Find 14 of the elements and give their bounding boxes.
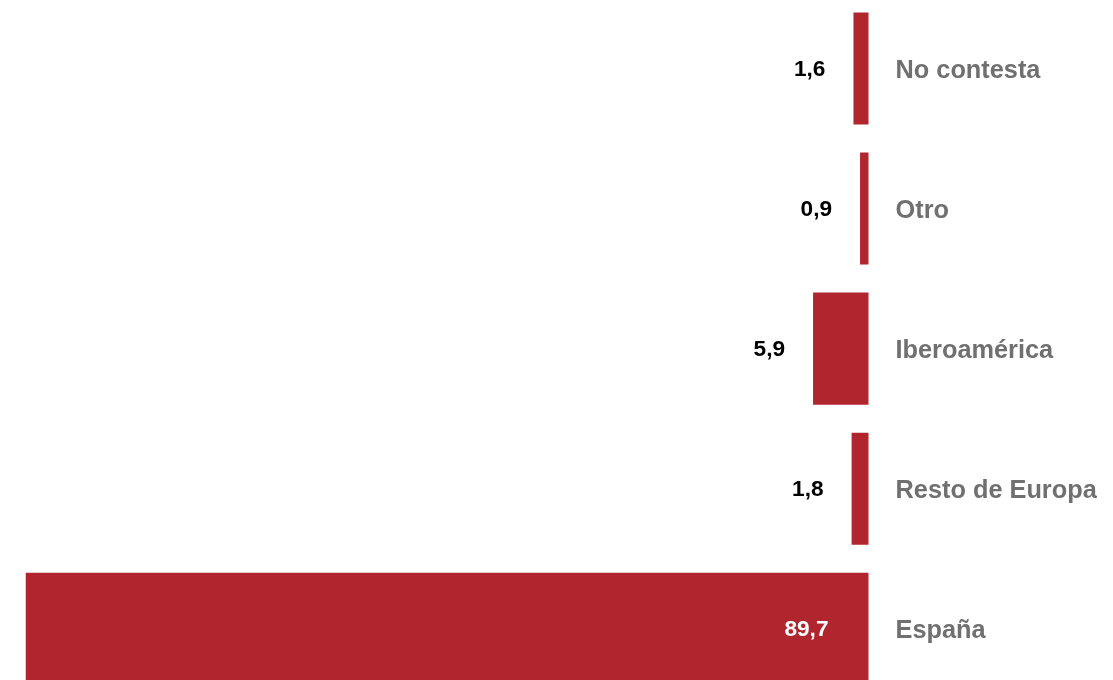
bar: [853, 12, 869, 125]
data-label: 5,9: [753, 335, 786, 362]
y-tick-label: España: [895, 614, 987, 643]
y-tick-label: Otro: [895, 194, 949, 223]
data-label: 1,6: [793, 55, 826, 82]
bar: [860, 152, 869, 265]
y-tick-label: Iberoamérica: [895, 334, 1055, 363]
data-label: 1,8: [792, 475, 824, 502]
y-tick-label: Resto de Europa: [895, 474, 1098, 503]
bar: [813, 292, 869, 405]
data-label: 0,9: [800, 195, 833, 222]
y-tick-label: No contesta: [895, 54, 1042, 83]
data-label: 89,7: [784, 615, 829, 642]
bar: [851, 432, 869, 545]
